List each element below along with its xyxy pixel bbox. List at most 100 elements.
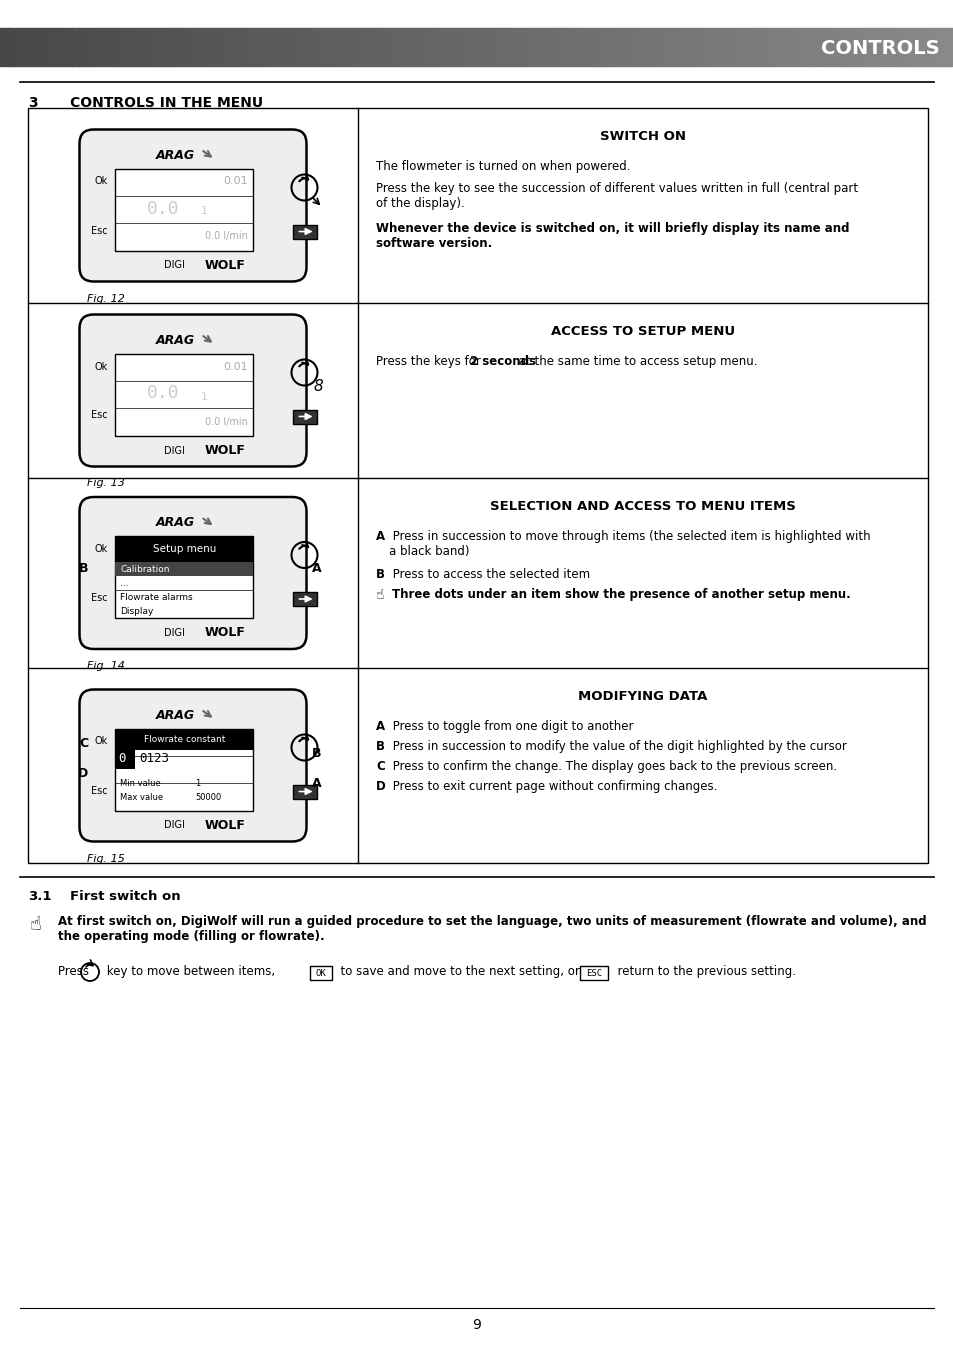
Bar <box>579 967 607 980</box>
Bar <box>493 28 501 66</box>
Bar <box>270 28 279 66</box>
Text: Esc: Esc <box>91 410 108 420</box>
Bar <box>350 28 358 66</box>
Bar <box>722 28 732 66</box>
Bar <box>715 28 723 66</box>
Bar <box>103 28 112 66</box>
Bar <box>548 28 557 66</box>
Text: 0.0 l/min: 0.0 l/min <box>204 231 247 242</box>
Text: C: C <box>79 737 88 751</box>
Text: SWITCH ON: SWITCH ON <box>599 130 685 143</box>
Text: 1: 1 <box>200 207 208 216</box>
Bar <box>55 28 65 66</box>
Bar <box>922 28 930 66</box>
Bar <box>786 28 795 66</box>
Bar <box>374 28 382 66</box>
Bar <box>278 28 287 66</box>
Text: 0.01: 0.01 <box>223 177 247 186</box>
FancyBboxPatch shape <box>79 690 306 841</box>
FancyBboxPatch shape <box>79 315 306 467</box>
Bar <box>95 28 104 66</box>
Bar <box>71 28 80 66</box>
Text: Press to exit current page without confirming changes.: Press to exit current page without confi… <box>389 780 717 792</box>
Bar <box>469 28 477 66</box>
Text: ☝: ☝ <box>375 589 384 602</box>
Text: 1: 1 <box>195 779 200 788</box>
Bar <box>436 28 446 66</box>
Bar <box>317 28 327 66</box>
Text: B: B <box>312 747 321 760</box>
Bar <box>731 28 740 66</box>
Bar <box>898 28 906 66</box>
Text: WOLF: WOLF <box>205 259 246 271</box>
Text: C: C <box>375 760 384 774</box>
Text: OK: OK <box>315 968 326 977</box>
Bar <box>762 28 771 66</box>
Text: 9: 9 <box>472 1318 481 1332</box>
Text: SELECTION AND ACCESS TO MENU ITEMS: SELECTION AND ACCESS TO MENU ITEMS <box>490 500 795 513</box>
Text: Press in succession to modify the value of the digit highlighted by the cursor: Press in succession to modify the value … <box>389 740 846 753</box>
Bar <box>691 28 700 66</box>
Bar <box>238 28 247 66</box>
Bar <box>445 28 454 66</box>
Bar <box>397 28 406 66</box>
Bar <box>619 28 628 66</box>
Text: DIGI: DIGI <box>164 821 185 830</box>
Text: 2 seconds: 2 seconds <box>470 355 536 369</box>
Text: Press to toggle from one digit to another: Press to toggle from one digit to anothe… <box>389 720 633 733</box>
Text: Max value: Max value <box>120 792 164 802</box>
Bar <box>508 28 517 66</box>
Bar <box>79 28 89 66</box>
Bar <box>826 28 835 66</box>
Text: ...: ... <box>120 579 129 587</box>
Text: Esc: Esc <box>91 225 108 235</box>
Bar <box>0 28 9 66</box>
Bar <box>115 749 135 768</box>
Bar <box>115 169 253 251</box>
Bar <box>294 28 303 66</box>
Text: at the same time to access setup menu.: at the same time to access setup menu. <box>514 355 757 369</box>
Text: Fig. 13: Fig. 13 <box>88 478 125 489</box>
Text: A: A <box>312 778 321 790</box>
Bar <box>310 967 332 980</box>
Text: 0.0: 0.0 <box>147 385 179 402</box>
Bar <box>143 28 152 66</box>
Bar <box>262 28 271 66</box>
Text: ☝: ☝ <box>30 915 42 934</box>
Bar <box>115 562 253 576</box>
Bar <box>222 28 232 66</box>
Bar <box>484 28 494 66</box>
Bar <box>31 28 41 66</box>
Text: to save and move to the next setting, or: to save and move to the next setting, or <box>333 965 587 977</box>
Bar <box>207 28 215 66</box>
Text: Esc: Esc <box>91 786 108 795</box>
Text: 0.0 l/min: 0.0 l/min <box>204 417 247 427</box>
Text: Min value: Min value <box>120 779 161 788</box>
Text: WOLF: WOLF <box>205 626 246 640</box>
Text: A: A <box>375 720 385 733</box>
Bar <box>572 28 580 66</box>
Text: Whenever the device is switched on, it will briefly display its name and
softwar: Whenever the device is switched on, it w… <box>375 221 848 250</box>
Bar <box>874 28 882 66</box>
Bar <box>115 354 253 436</box>
Bar <box>115 729 253 810</box>
Text: DIGI: DIGI <box>164 261 185 270</box>
Bar <box>564 28 573 66</box>
Bar <box>643 28 652 66</box>
Bar <box>627 28 637 66</box>
Bar <box>341 28 351 66</box>
Bar <box>254 28 263 66</box>
Text: B: B <box>375 568 385 580</box>
Text: B: B <box>375 740 385 753</box>
Text: Press in succession to move through items (the selected item is highlighted with: Press in succession to move through item… <box>389 531 870 558</box>
Bar <box>755 28 763 66</box>
Text: Fig. 14: Fig. 14 <box>88 662 125 671</box>
Bar <box>231 28 239 66</box>
Bar <box>603 28 613 66</box>
Text: Fig. 15: Fig. 15 <box>88 853 125 864</box>
Bar <box>365 28 375 66</box>
Bar <box>453 28 461 66</box>
Bar <box>579 28 589 66</box>
Text: 50000: 50000 <box>195 792 221 802</box>
Bar <box>540 28 549 66</box>
